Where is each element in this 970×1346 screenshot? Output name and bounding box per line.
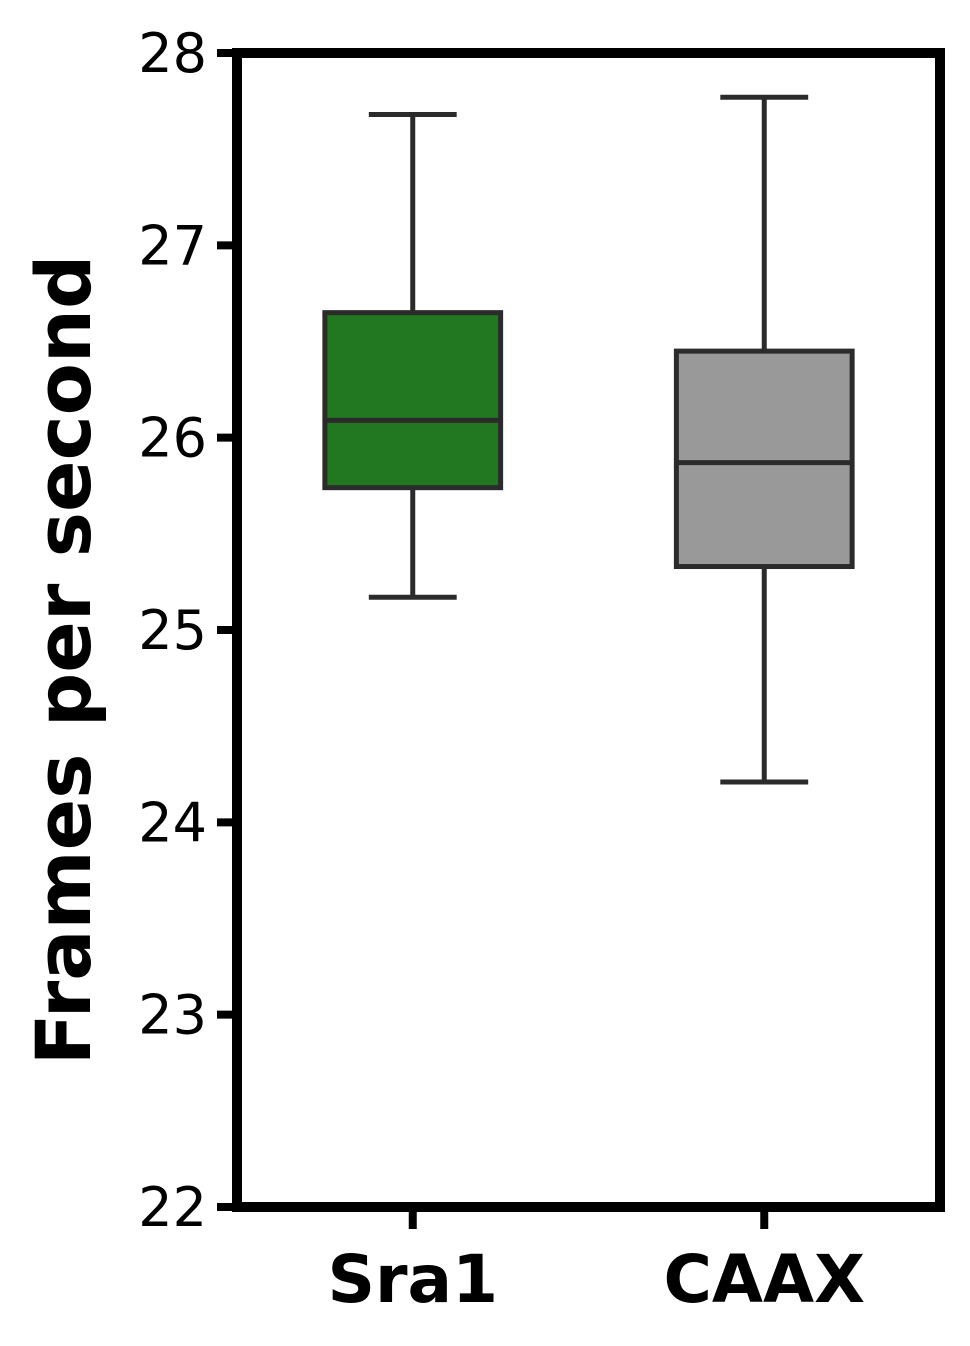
- y-axis: 22 23 24 25 26 27 28: [138, 22, 237, 1239]
- box-caax: [673, 94, 855, 785]
- y-tick-label: 28: [138, 22, 207, 85]
- plot-area: [322, 94, 855, 785]
- x-tick-label: CAAX: [664, 1241, 865, 1318]
- iqr-box: [673, 348, 855, 570]
- box-sra1: [322, 112, 504, 600]
- y-tick-label: 23: [138, 984, 207, 1047]
- plot-frame: [232, 48, 945, 1212]
- y-tick-label: 25: [138, 599, 207, 662]
- y-tick-label: 27: [138, 214, 207, 277]
- y-tick-label: 26: [138, 407, 207, 470]
- x-tick-label: Sra1: [327, 1241, 498, 1318]
- y-tick-label: 24: [138, 791, 207, 854]
- y-tick-label: 22: [138, 1176, 207, 1239]
- y-axis-title: Frames per second: [19, 255, 108, 1066]
- iqr-box: [322, 310, 504, 491]
- x-axis: Sra1 CAAX: [327, 1207, 865, 1318]
